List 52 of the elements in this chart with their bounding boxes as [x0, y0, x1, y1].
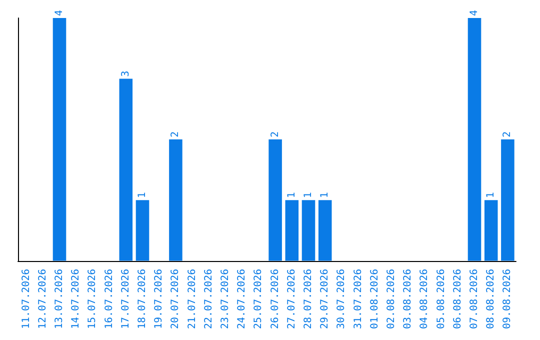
x-tick-label: 30.07.2026 — [336, 268, 348, 330]
bar — [302, 200, 316, 261]
data-label: 4 — [54, 10, 65, 16]
bar — [318, 200, 332, 261]
bar — [285, 200, 299, 261]
x-tick-label: 11.07.2026 — [20, 268, 32, 330]
data-label: 4 — [469, 10, 480, 16]
data-label: 1 — [486, 192, 497, 198]
bar — [136, 200, 150, 261]
x-tick-label: 28.07.2026 — [303, 268, 314, 330]
data-label: 1 — [303, 192, 314, 198]
x-tick-label: 14.07.2026 — [70, 268, 82, 330]
bar — [501, 139, 514, 261]
data-label: 2 — [170, 131, 182, 138]
x-tick-label: 15.07.2026 — [87, 268, 98, 330]
x-tick-label: 08.08.2026 — [486, 268, 497, 330]
x-tick-label: 31.07.2026 — [352, 268, 364, 330]
data-label: 2 — [270, 131, 281, 138]
x-tick-label: 21.07.2026 — [186, 268, 198, 330]
bar — [169, 139, 182, 261]
x-tick-label: 29.07.2026 — [320, 268, 331, 330]
bar — [268, 139, 282, 261]
x-tick-label: 18.07.2026 — [137, 268, 148, 330]
x-tick-label: 19.07.2026 — [154, 268, 165, 330]
x-tick-label: 13.07.2026 — [54, 268, 65, 330]
x-tick-label: 04.08.2026 — [419, 268, 430, 330]
x-tick-label: 06.08.2026 — [452, 268, 464, 330]
data-label: 3 — [120, 70, 132, 77]
x-tick-label: 07.08.2026 — [469, 268, 480, 330]
x-tick-label: 02.08.2026 — [386, 268, 397, 330]
x-tick-label: 27.07.2026 — [286, 268, 298, 330]
x-tick-label: 05.08.2026 — [436, 268, 447, 330]
bar — [484, 200, 498, 261]
x-tick-label: 25.07.2026 — [253, 268, 264, 330]
data-label: 2 — [502, 131, 514, 138]
x-tick-label: 12.07.2026 — [37, 268, 48, 330]
x-tick-label: 01.08.2026 — [369, 268, 380, 330]
bar — [52, 18, 66, 261]
x-tick-label: 23.07.2026 — [220, 268, 231, 330]
data-label: 1 — [137, 192, 148, 198]
bar — [119, 78, 133, 261]
data-label: 1 — [320, 192, 331, 198]
x-tick-label: 17.07.2026 — [120, 268, 132, 330]
x-tick-label: 24.07.2026 — [236, 268, 248, 330]
x-tick-label: 20.07.2026 — [170, 268, 182, 330]
x-tick-label: 03.08.2026 — [402, 268, 414, 330]
x-tick-label: 26.07.2026 — [270, 268, 281, 330]
x-tick-label: 16.07.2026 — [104, 268, 115, 330]
data-label: 1 — [286, 192, 298, 198]
bar — [468, 18, 482, 261]
x-tick-label: 22.07.2026 — [203, 268, 214, 330]
x-tick-label: 09.08.2026 — [502, 268, 514, 330]
